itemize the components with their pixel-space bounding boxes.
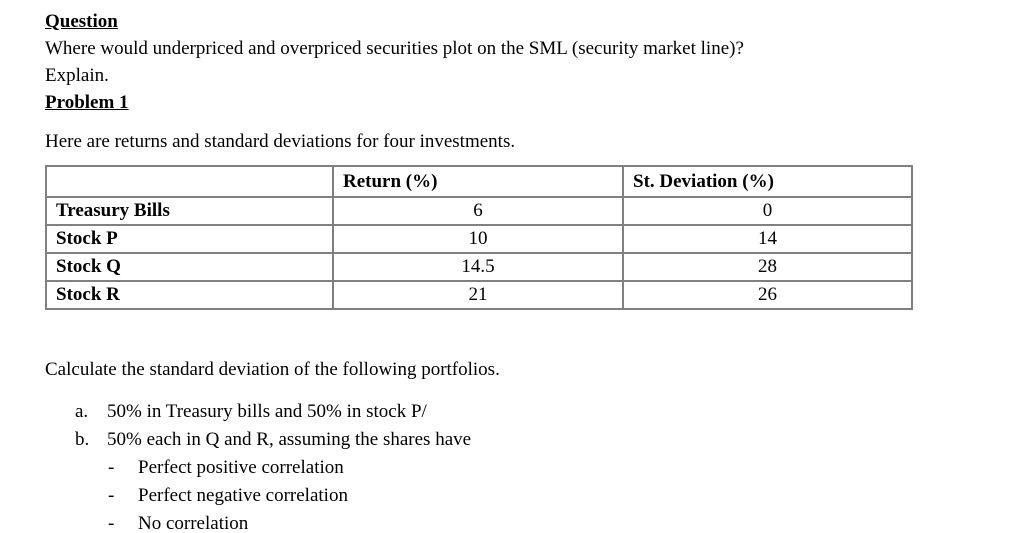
- table-cell-label: Treasury Bills: [46, 197, 333, 225]
- table-cell-return: 14.5: [333, 253, 623, 281]
- table-cell-label: Stock R: [46, 281, 333, 309]
- table-cell-return: 21: [333, 281, 623, 309]
- dash-marker: -: [108, 485, 115, 506]
- list-marker: b.: [75, 429, 90, 450]
- table-cell-st-deviation: 14: [623, 225, 912, 253]
- sub-list-item: - Perfect positive correlation: [45, 454, 977, 482]
- table-cell-label: Stock Q: [46, 253, 333, 281]
- table-cell-st-deviation: 26: [623, 281, 912, 309]
- table-header-blank: [46, 166, 333, 197]
- explain-text: Explain.: [45, 65, 109, 86]
- table-row-treasury-bills: Treasury Bills 6 0: [46, 197, 912, 225]
- sub-list-item: - No correlation: [45, 510, 977, 533]
- list-item-a: a. 50% in Treasury bills and 50% in stoc…: [45, 398, 977, 426]
- table-header-row: Return (%) St. Deviation (%): [46, 166, 912, 197]
- question-heading: Question: [45, 11, 118, 32]
- table-header-return: Return (%): [333, 166, 623, 197]
- table-cell-st-deviation: 28: [623, 253, 912, 281]
- table-row-stock-q: Stock Q 14.5 28: [46, 253, 912, 281]
- problem-heading: Problem 1: [45, 92, 129, 113]
- dash-marker: -: [108, 457, 115, 478]
- table-row-stock-r: Stock R 21 26: [46, 281, 912, 309]
- sub-item-text: Perfect negative correlation: [138, 485, 348, 506]
- table-header-st-deviation: St. Deviation (%): [623, 166, 912, 197]
- table-cell-label: Stock P: [46, 225, 333, 253]
- investments-table: Return (%) St. Deviation (%) Treasury Bi…: [45, 165, 913, 310]
- table-cell-st-deviation: 0: [623, 197, 912, 225]
- question-body-text: Where would underpriced and overpriced s…: [45, 38, 744, 59]
- intro-text: Here are returns and standard deviations…: [45, 131, 516, 152]
- portfolio-list: a. 50% in Treasury bills and 50% in stoc…: [45, 398, 977, 533]
- table-cell-return: 6: [333, 197, 623, 225]
- list-item-b: b. 50% each in Q and R, assuming the sha…: [45, 426, 977, 454]
- sub-item-text: Perfect positive correlation: [138, 457, 344, 478]
- table-cell-return: 10: [333, 225, 623, 253]
- sub-item-text: No correlation: [138, 513, 249, 533]
- dash-marker: -: [108, 513, 115, 533]
- calculate-text: Calculate the standard deviation of the …: [45, 359, 500, 380]
- list-item-text: 50% in Treasury bills and 50% in stock P…: [107, 401, 427, 422]
- sub-list-item: - Perfect negative correlation: [45, 482, 977, 510]
- list-item-text: 50% each in Q and R, assuming the shares…: [107, 429, 472, 450]
- list-marker: a.: [75, 401, 89, 422]
- table-row-stock-p: Stock P 10 14: [46, 225, 912, 253]
